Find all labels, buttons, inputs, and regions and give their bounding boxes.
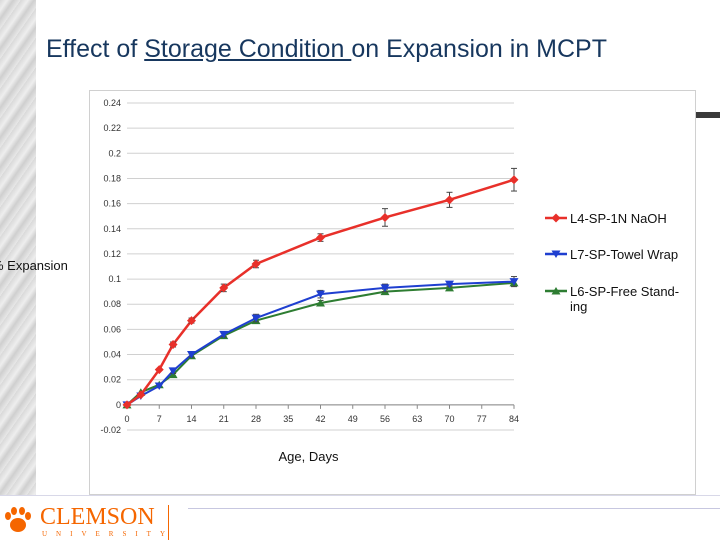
x-tick-label: 0 (124, 414, 129, 424)
data-point (219, 283, 229, 293)
data-point (122, 400, 132, 410)
legend-marker (551, 287, 561, 295)
x-tick-label: 84 (509, 414, 519, 424)
data-point (187, 316, 196, 326)
y-tick-label: 0.18 (103, 173, 121, 183)
x-tick-label: 35 (283, 414, 293, 424)
footer-divider (0, 495, 720, 496)
data-point (316, 233, 325, 243)
y-tick-label: 0 (116, 400, 121, 410)
legend-label: L4-SP-1N NaOH (570, 211, 667, 226)
y-tick-label: 0.12 (103, 249, 121, 259)
logo-subtext: UNIVERSITY (42, 530, 174, 538)
legend-label: L7-SP-Towel Wrap (570, 247, 678, 262)
data-point (509, 175, 519, 185)
data-point (251, 259, 261, 269)
x-tick-label: 70 (444, 414, 454, 424)
y-tick-label: 0.2 (108, 148, 121, 158)
legend-label: L6-SP-Free Stand- (570, 284, 679, 299)
data-point (380, 284, 390, 292)
logo-divider (168, 505, 169, 540)
data-point (168, 339, 178, 349)
marble-texture-bar (0, 0, 36, 495)
y-axis-label: % Expansion (0, 258, 68, 273)
data-point (445, 280, 454, 289)
x-tick-label: 28 (251, 414, 261, 424)
x-tick-label: 77 (477, 414, 487, 424)
data-point (445, 195, 454, 205)
y-tick-label: -0.02 (100, 425, 121, 435)
data-point (251, 314, 261, 323)
y-tick-label: 0.06 (103, 324, 121, 334)
title-part-2: on Expansion in MCPT (351, 35, 607, 63)
legend-marker (551, 213, 561, 223)
x-tick-label: 21 (219, 414, 229, 424)
data-point (168, 367, 178, 375)
data-point (154, 382, 164, 390)
legend-label: ing (570, 299, 587, 314)
data-point (219, 330, 229, 339)
data-point (136, 390, 146, 400)
x-tick-label: 42 (315, 414, 325, 424)
y-tick-label: 0.16 (103, 199, 121, 209)
slide-title: Effect of Storage Condition on Expansion… (46, 34, 646, 65)
chart-panel (89, 90, 696, 495)
x-tick-label: 14 (186, 414, 196, 424)
x-tick-label: 63 (412, 414, 422, 424)
y-tick-label: 0.22 (103, 123, 121, 133)
decorative-bar (696, 112, 720, 118)
data-point (187, 351, 196, 359)
title-underlined: Storage Condition (144, 35, 352, 63)
y-tick-label: 0.14 (103, 224, 121, 234)
legend-marker (551, 250, 561, 258)
y-tick-label: 0.04 (103, 350, 121, 360)
x-tick-label: 7 (157, 414, 162, 424)
y-tick-label: 0.1 (108, 274, 121, 284)
tiger-paw-icon (5, 507, 31, 532)
data-point (154, 365, 164, 375)
data-point (316, 290, 325, 299)
y-tick-label: 0.08 (103, 299, 121, 309)
data-point (380, 212, 390, 222)
data-point (316, 298, 325, 307)
footer-line (188, 508, 720, 509)
data-point (509, 278, 519, 286)
title-part-1: Effect of (46, 35, 145, 63)
x-tick-label: 49 (348, 414, 358, 424)
logo-wordmark: CLEMSON (40, 504, 155, 530)
y-tick-label: 0.02 (103, 375, 121, 385)
x-axis-label: Age, Days (279, 449, 339, 464)
x-tick-label: 56 (380, 414, 390, 424)
y-tick-label: 0.24 (103, 98, 121, 108)
